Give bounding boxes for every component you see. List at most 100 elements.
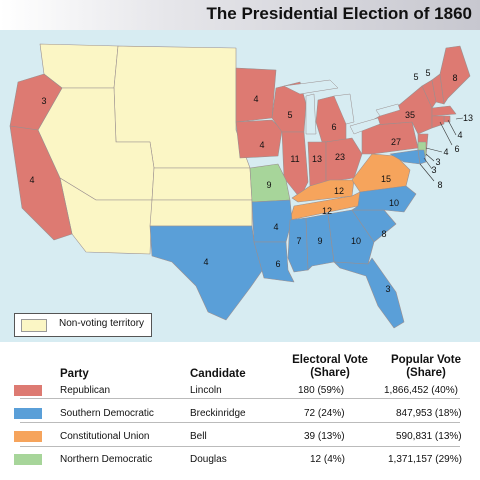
header-electoral-line2: (Share) [310,367,350,379]
state-iowa [235,119,283,159]
label-connecticut: 6 [454,144,459,154]
label-minnesota: 4 [253,94,258,104]
lake-michigan [305,93,317,135]
label-indiana: 13 [312,154,322,164]
label-ohio: 23 [335,152,345,162]
state-alabama [305,213,335,271]
swatch-republican [14,385,42,396]
swatch-constitutional-union [14,431,42,442]
map-legend: Non-voting territory [14,313,152,337]
row-party-republican: Republican [60,385,111,396]
header-popular: Popular Vote (Share) [376,354,476,380]
state-texas [149,225,265,321]
state-california [9,125,73,241]
label-virginia: 15 [381,174,391,184]
state-massachusetts [431,105,457,117]
state-indian-territory [149,199,253,227]
label-missouri: 9 [266,180,271,190]
state-rhode-island [443,115,451,123]
row-popular-lincoln: 1,866,452 (40%) [384,385,458,396]
row-candidate-breckinridge: Breckinridge [190,408,246,419]
state-delaware [417,149,427,165]
state-louisiana [253,241,295,283]
row-candidate-douglas: Douglas [190,454,227,465]
state-arkansas [251,199,293,243]
label-new-hampshire: 5 [425,68,430,78]
row-divider [20,398,460,399]
state-ohio [325,137,363,183]
pointer-lines [419,117,464,182]
state-florida [333,257,405,329]
label-georgia: 10 [351,236,361,246]
label-arkansas: 4 [273,222,278,232]
header-electoral: Electoral Vote (Share) [280,354,380,380]
label-new-york: 35 [405,110,415,120]
legend-label: Non-voting territory [59,318,145,329]
state-oregon [9,73,63,131]
state-maine [439,45,471,105]
header-popular-line1: Popular Vote [390,354,462,366]
label-florida: 3 [385,284,390,294]
state-kansas [151,167,253,201]
row-popular-breckinridge: 847,953 (18%) [396,408,462,419]
label-california: 4 [29,175,34,185]
row-popular-bell: 590,831 (13%) [396,431,462,442]
swatch-southern-democratic [14,408,42,419]
label-texas: 4 [203,257,208,267]
legend-swatch-non-voting [21,319,47,332]
label-maryland: 8 [437,180,442,190]
label-maine: 8 [452,73,457,83]
results-table: Party Candidate Electoral Vote (Share) P… [0,342,480,480]
label-kentucky: 12 [334,186,344,196]
label-massachusetts: 13 [463,113,473,123]
row-party-northern-democratic: Northern Democratic [60,454,153,465]
label-illinois: 11 [290,154,299,164]
label-iowa: 4 [259,140,264,150]
label-wisconsin: 5 [287,110,292,120]
label-new-jersey: 4 [443,147,448,157]
state-missouri [249,163,291,203]
label-oregon: 3 [41,96,46,106]
label-nj-douglas: 3 [435,157,440,167]
label-mississippi: 7 [296,236,301,246]
row-candidate-bell: Bell [190,431,207,442]
header-electoral-line1: Electoral Vote [292,354,368,366]
lake-superior [283,79,339,95]
label-delaware: 3 [431,165,436,175]
label-rhode-island: 4 [457,130,462,140]
label-michigan: 6 [331,122,336,132]
map-area: 3 4 4 4 5 6 11 13 23 27 35 5 5 8 13 4 6 … [0,30,480,342]
label-vermont: 5 [413,72,418,82]
us-map: 3 4 4 4 5 6 11 13 23 27 35 5 5 8 13 4 6 … [9,43,473,329]
state-georgia [327,209,375,265]
label-louisiana: 6 [275,259,280,269]
row-divider [20,422,460,423]
state-indiana [307,141,327,187]
map-title: The Presidential Election of 1860 [206,4,472,23]
title-bar: The Presidential Election of 1860 [0,0,480,30]
state-north-carolina [351,185,417,213]
swatch-northern-democratic [14,454,42,465]
header-popular-line2: (Share) [406,367,446,379]
row-electoral-douglas: 12 (4%) [310,454,346,465]
row-divider [20,446,460,447]
label-north-carolina: 10 [389,198,399,208]
label-tennessee: 12 [322,206,332,216]
row-popular-douglas: 1,371,157 (29%) [388,454,462,465]
row-electoral-bell: 39 (13%) [304,431,345,442]
lake-erie [349,117,381,135]
label-pennsylvania: 27 [391,137,401,147]
state-mississippi [287,217,309,273]
row-electoral-lincoln: 180 (59%) [298,385,345,396]
row-electoral-breckinridge: 72 (24%) [304,408,345,419]
row-party-constitutional-union: Constitutional Union [60,431,150,442]
header-candidate: Candidate [190,368,246,380]
lake-ontario [375,103,401,117]
label-alabama: 9 [317,236,322,246]
state-connecticut [431,115,445,129]
state-vote-labels: 3 4 4 4 5 6 11 13 23 27 35 5 5 8 13 4 6 … [29,68,473,294]
row-candidate-lincoln: Lincoln [190,385,222,396]
label-south-carolina: 8 [381,229,386,239]
header-party: Party [60,368,89,380]
lake-huron [333,93,355,125]
